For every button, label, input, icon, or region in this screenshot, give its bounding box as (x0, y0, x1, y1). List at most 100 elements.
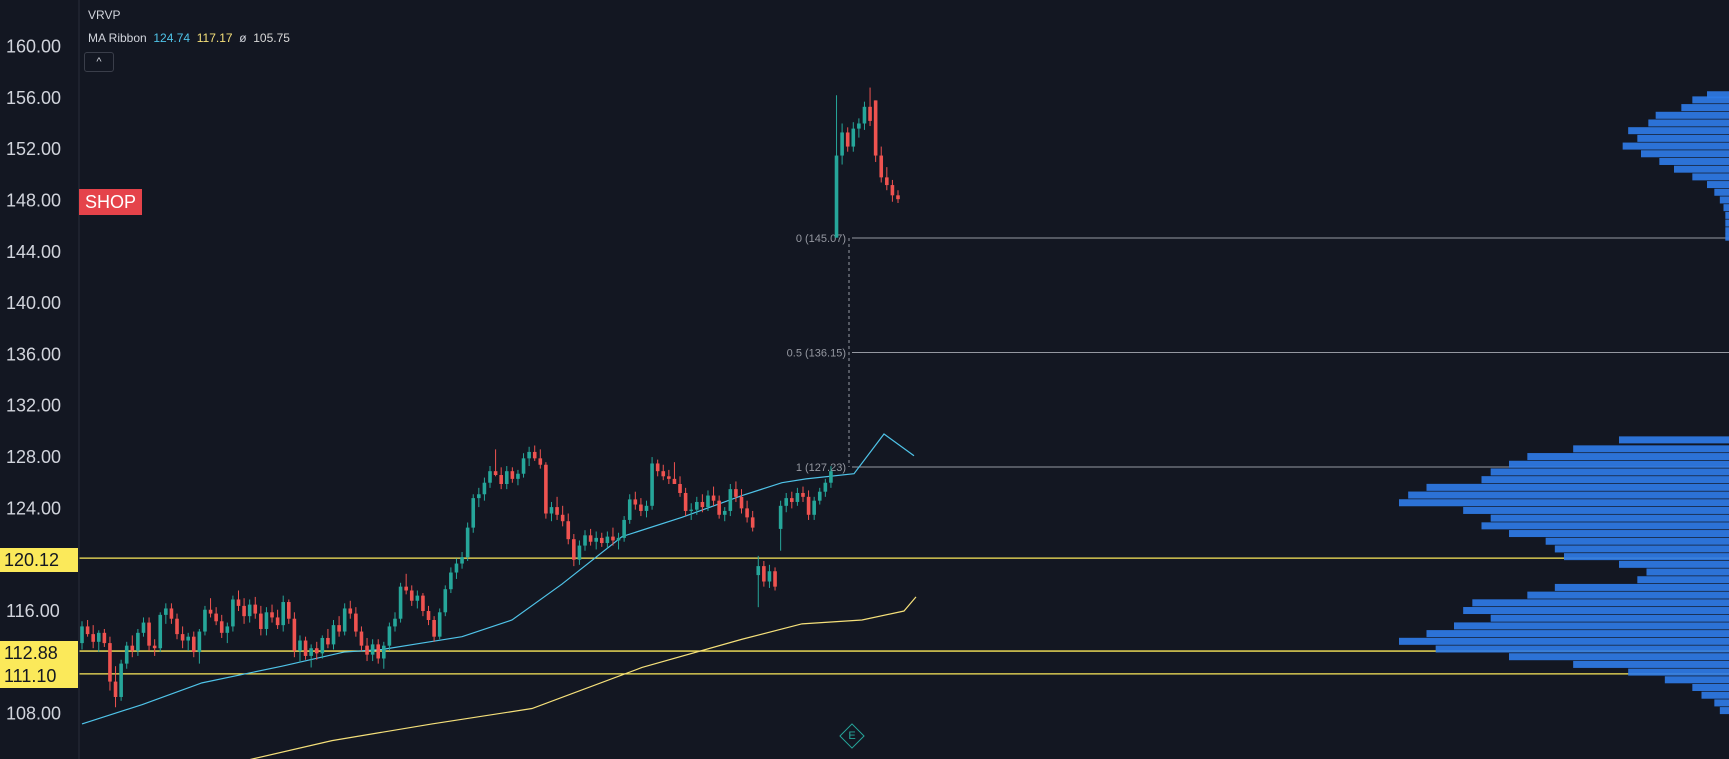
candle-body (756, 566, 761, 576)
candle-body (147, 622, 151, 646)
y-tick-label: 124.00 (6, 498, 61, 518)
earnings-marker-label: E (848, 730, 856, 742)
candle-body (627, 499, 632, 520)
candle-body (521, 458, 526, 474)
candle-body (376, 644, 381, 659)
candle-body (421, 595, 425, 612)
candle-body (219, 621, 224, 633)
ma-ribbon-legend[interactable]: MA Ribbon 124.74 117.17 ø 105.75 (88, 27, 290, 50)
candle-body (298, 640, 302, 651)
fibonacci-retracement[interactable]: 0 (145.07) 0.5 (136.15) 1 (127.23) (787, 233, 1729, 474)
candle-body (599, 537, 604, 544)
indicator-legend: VRVP MA Ribbon 124.74 117.17 ø 105.75 (88, 4, 290, 50)
candle-body (225, 626, 230, 633)
candle-body (247, 604, 252, 617)
candle-body (426, 611, 431, 621)
volume-profile-bar (1692, 96, 1729, 104)
volume-profile-bar (1692, 173, 1729, 181)
volume-profile-bar (1527, 591, 1729, 599)
candle-body (292, 618, 297, 651)
candle-body (817, 491, 822, 501)
ma-value-2: 117.17 (196, 31, 233, 45)
candle-body (342, 608, 347, 632)
candle-body (862, 106, 867, 124)
volume-profile-bar (1472, 599, 1729, 607)
candle-body (650, 463, 654, 506)
candle-body (331, 625, 336, 645)
candle-body (264, 612, 269, 629)
volume-profile-bar (1628, 668, 1729, 676)
candle-body (309, 648, 313, 656)
candle-body (203, 609, 207, 632)
y-tick-label: 136.00 (6, 344, 61, 364)
candle-body (778, 505, 783, 529)
candle-body (80, 626, 84, 644)
volume-profile-bar (1622, 142, 1729, 150)
candle-body (326, 637, 330, 645)
candle-body (432, 620, 436, 637)
candlesticks (80, 87, 900, 708)
candle-body (370, 644, 375, 655)
candle-body (639, 504, 643, 511)
candle-body (270, 612, 274, 618)
volume-profile-bar (1509, 653, 1729, 661)
vrvp-legend-label[interactable]: VRVP (88, 8, 121, 22)
volume-profile-bar (1707, 91, 1729, 99)
y-tick-label: 132.00 (6, 396, 61, 416)
volume-profile-bar (1564, 553, 1729, 561)
candle-body (812, 500, 816, 515)
volume-profile-bar (1714, 188, 1729, 196)
volume-profile-bar (1707, 181, 1729, 189)
candle-body (152, 645, 157, 649)
volume-profile-bar (1646, 568, 1729, 576)
fib-level-label: 1 (127.23) (796, 462, 846, 474)
candle-body (577, 545, 582, 560)
volume-profile-bar (1641, 150, 1729, 158)
candle-body (130, 645, 135, 651)
candle-body (644, 505, 649, 511)
candle-body (348, 608, 353, 614)
volume-profile-bar (1463, 607, 1729, 615)
candle-body (493, 471, 498, 476)
candle-body (465, 527, 470, 558)
candle-body (689, 509, 694, 511)
volume-profile-bar (1481, 522, 1729, 530)
candle-body (415, 595, 420, 601)
ma-fast-line (81, 433, 915, 725)
fib-level-label: 0.5 (136.15) (787, 347, 846, 359)
volume-profile-bar (1573, 445, 1729, 453)
y-tick-label: 148.00 (6, 190, 61, 210)
candle-body (354, 613, 358, 632)
candle-body (471, 498, 476, 528)
candle-body (806, 496, 811, 515)
candle-body (409, 590, 414, 601)
collapse-legend-button[interactable]: ^ (84, 52, 114, 72)
candle-body (711, 495, 716, 501)
volume-profile-bar (1701, 691, 1729, 699)
ma-value-3: 105.75 (253, 31, 290, 45)
volume-profile-bar (1659, 157, 1729, 165)
candle-body (857, 123, 861, 129)
volume-profile-bar (1426, 630, 1729, 638)
candle-body (661, 471, 666, 477)
candle-body (717, 500, 721, 515)
candle-body (801, 492, 805, 497)
candle-body (750, 517, 755, 528)
candle-body (890, 185, 895, 196)
volume-profile-bar (1399, 637, 1729, 645)
price-axis[interactable]: 160.00 156.00 152.00 148.00 144.00 140.00 136.… (6, 37, 61, 724)
candle-body (560, 514, 565, 522)
volume-profile-bar (1554, 583, 1729, 591)
volume-profile (1399, 91, 1729, 715)
volume-profile-bar (1719, 196, 1729, 204)
ma-value-3-symbol: ø (239, 31, 247, 45)
ma-ribbon-label: MA Ribbon (88, 31, 147, 45)
volume-profile-bar (1545, 537, 1729, 545)
volume-profile-bar (1435, 645, 1729, 653)
candle-body (722, 510, 727, 515)
candle-body (320, 637, 325, 654)
candle-body (795, 492, 800, 502)
candle-body (616, 537, 621, 541)
candle-body (314, 648, 319, 654)
